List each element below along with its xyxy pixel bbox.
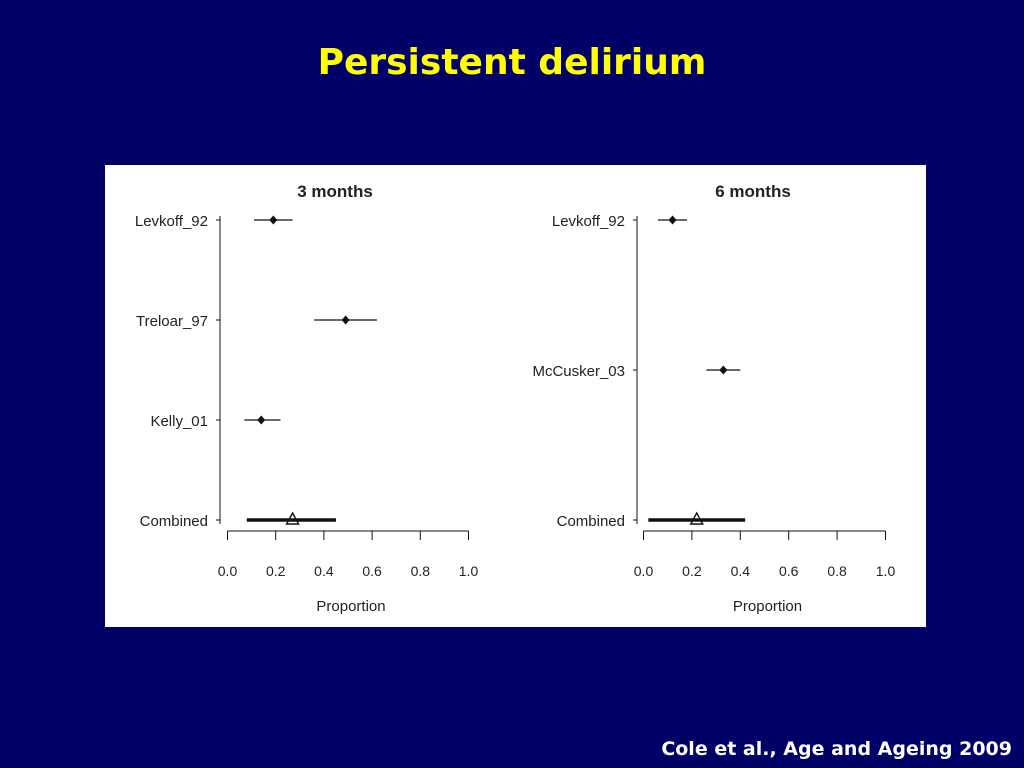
x-tick-label: 1.0 (876, 563, 896, 579)
study-estimate-diamond (341, 315, 350, 325)
row-label: Levkoff_92 (135, 213, 208, 230)
x-tick-label: 0.2 (266, 563, 286, 579)
x-tick-label: 0.8 (827, 563, 847, 579)
study-estimate-diamond (257, 415, 266, 425)
slide-title: Persistent delirium (317, 42, 707, 83)
row-label: McCusker_03 (532, 363, 625, 380)
row-label: Combined (557, 513, 625, 530)
x-axis-label: Proportion (316, 598, 385, 615)
study-estimate-diamond (719, 365, 728, 375)
x-tick-label: 0.4 (731, 563, 751, 579)
panel-title: 6 months (715, 182, 791, 201)
study-estimate-diamond (668, 215, 677, 225)
figure-panel: 3 months Levkoff_92 Treloar_97 Kelly_01 Comb… (105, 165, 926, 627)
row-label: Combined (140, 513, 208, 530)
x-tick-label: 0.6 (779, 563, 799, 579)
combined-estimate-triangle (689, 511, 704, 525)
x-tick-label: 0.4 (314, 563, 334, 579)
x-tick-label: 0.8 (411, 563, 431, 579)
study-estimate-diamond (269, 215, 278, 225)
x-tick-label: 1.0 (459, 563, 479, 579)
combined-estimate-triangle (285, 511, 300, 525)
row-label: Treloar_97 (136, 313, 208, 330)
x-axis-label: Proportion (733, 598, 802, 615)
row-label: Levkoff_92 (552, 213, 625, 230)
panel-title: 3 months (297, 182, 373, 201)
x-tick-label: 0.2 (682, 563, 702, 579)
x-tick-label: 0.6 (362, 563, 382, 579)
x-tick-label: 0.0 (218, 563, 238, 579)
row-label: Kelly_01 (150, 413, 208, 430)
citation: Cole et al., Age and Ageing 2009 (661, 738, 1012, 760)
forest-plots: 3 months Levkoff_92 Treloar_97 Kelly_01 Comb… (135, 182, 896, 615)
x-tick-label: 0.0 (634, 563, 654, 579)
